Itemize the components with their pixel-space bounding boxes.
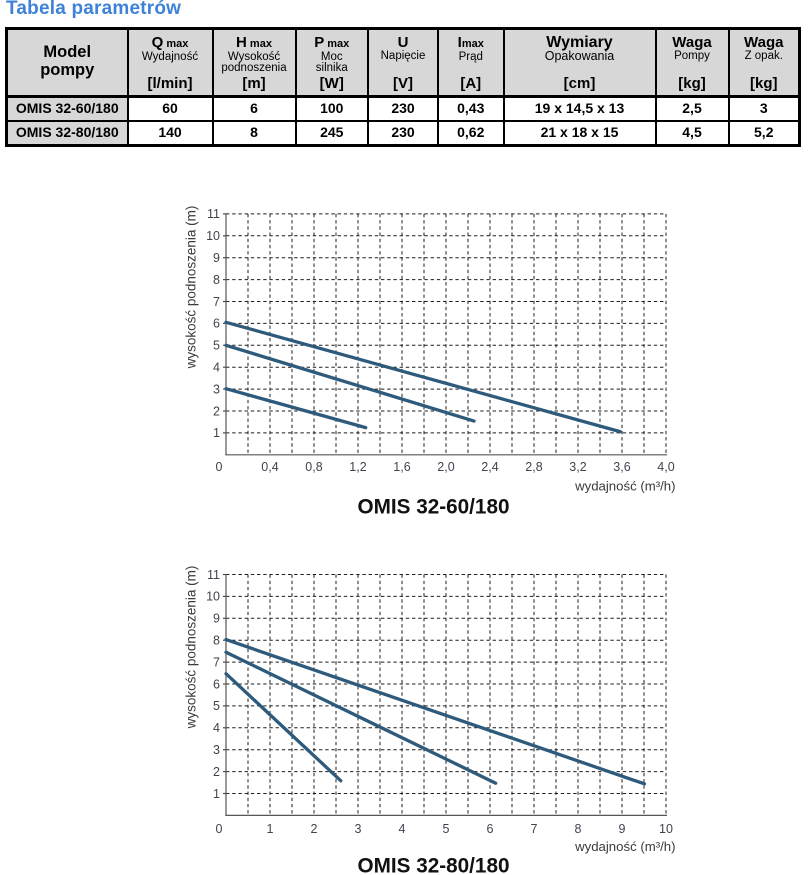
- svg-text:6: 6: [213, 677, 220, 691]
- svg-text:wysokość podnoszenia (m): wysokość podnoszenia (m): [184, 206, 199, 370]
- svg-text:1: 1: [267, 822, 274, 836]
- svg-text:7: 7: [213, 295, 220, 309]
- svg-text:3,2: 3,2: [569, 460, 586, 474]
- svg-text:0: 0: [216, 460, 223, 474]
- svg-text:2,4: 2,4: [481, 460, 498, 474]
- svg-text:wydajność (m³/h): wydajność (m³/h): [574, 839, 675, 854]
- svg-text:2,8: 2,8: [525, 460, 542, 474]
- svg-text:9: 9: [213, 612, 220, 626]
- svg-text:3: 3: [213, 743, 220, 757]
- svg-text:2: 2: [213, 404, 220, 418]
- svg-text:OMIS 32-80/180: OMIS 32-80/180: [358, 855, 510, 875]
- svg-text:9: 9: [619, 822, 626, 836]
- svg-text:5: 5: [443, 822, 450, 836]
- svg-text:2: 2: [311, 822, 318, 836]
- svg-text:4: 4: [213, 721, 220, 735]
- svg-text:7: 7: [531, 822, 538, 836]
- svg-text:4: 4: [213, 361, 220, 375]
- svg-text:11: 11: [207, 568, 220, 582]
- svg-text:10: 10: [206, 229, 220, 243]
- svg-text:5: 5: [213, 339, 220, 353]
- svg-text:8: 8: [213, 273, 220, 287]
- svg-text:OMIS 32-60/180: OMIS 32-60/180: [358, 496, 510, 519]
- svg-text:9: 9: [213, 251, 220, 265]
- svg-text:4: 4: [399, 822, 406, 836]
- svg-text:5: 5: [213, 699, 220, 713]
- svg-text:4,0: 4,0: [657, 460, 674, 474]
- svg-text:1: 1: [213, 787, 220, 801]
- svg-text:3,6: 3,6: [613, 460, 630, 474]
- svg-text:2,0: 2,0: [437, 460, 454, 474]
- svg-text:10: 10: [659, 822, 673, 836]
- svg-text:1,2: 1,2: [349, 460, 366, 474]
- svg-text:0,8: 0,8: [305, 460, 322, 474]
- svg-text:6: 6: [487, 822, 494, 836]
- svg-text:1: 1: [213, 426, 220, 440]
- svg-text:6: 6: [213, 317, 220, 331]
- svg-text:2: 2: [213, 765, 220, 779]
- svg-text:8: 8: [213, 634, 220, 648]
- svg-text:7: 7: [213, 655, 220, 669]
- svg-text:10: 10: [206, 590, 220, 604]
- svg-text:8: 8: [575, 822, 582, 836]
- svg-text:3: 3: [355, 822, 362, 836]
- svg-text:3: 3: [213, 382, 220, 396]
- svg-text:1,6: 1,6: [393, 460, 410, 474]
- svg-text:0: 0: [216, 822, 223, 836]
- svg-text:11: 11: [207, 207, 220, 221]
- svg-text:wydajność (m³/h): wydajność (m³/h): [574, 479, 675, 494]
- svg-text:0,4: 0,4: [261, 460, 278, 474]
- svg-text:wysokość podnoszenia (m): wysokość podnoszenia (m): [184, 566, 199, 730]
